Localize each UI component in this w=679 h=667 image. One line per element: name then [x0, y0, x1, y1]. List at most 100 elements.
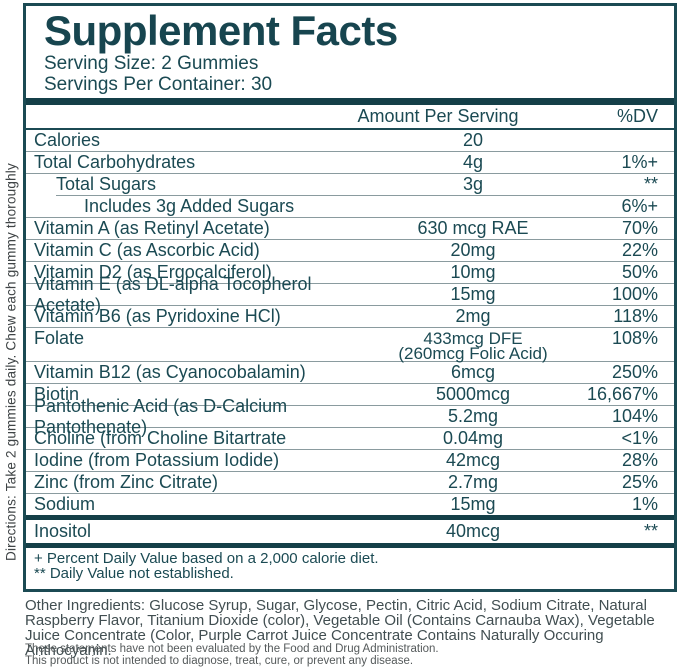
nutrient-amount-line1: 20	[462, 130, 484, 150]
nutrient-amount: 3g	[368, 174, 578, 195]
nutrient-dv: **	[643, 521, 658, 541]
nutrient-name: Vitamin B6 (as Pyridoxine HCl)	[34, 306, 281, 326]
nutrient-name: Includes 3g Added Sugars	[84, 196, 295, 216]
nutrient-amount-line1: 6mcg	[450, 362, 495, 382]
nutrient-dv: 100%	[611, 284, 658, 304]
nutrient-amount: 5000mcg	[368, 384, 578, 405]
column-header-row: Amount Per Serving %DV	[26, 105, 674, 130]
fda-disclaimer-line1: These statements have not been evaluated…	[25, 643, 439, 655]
nutrient-amount-line1: 4g	[462, 152, 484, 172]
nutrient-name: Total Carbohydrates	[34, 152, 196, 172]
table-row: Total Carbohydrates 4g 1%+	[26, 151, 674, 173]
nutrient-dv: 70%	[621, 218, 658, 238]
nutrient-amount: 5.2mg	[368, 406, 578, 427]
nutrient-amount: 433mcg DFE (260mcg Folic Acid)	[368, 329, 578, 363]
table-row: Choline (from Choline Bitartrate 0.04mg <1…	[26, 427, 674, 449]
nutrient-amount: 0.04mg	[368, 428, 578, 449]
nutrient-name: Zinc (from Zinc Citrate)	[34, 472, 219, 492]
dv-column-header: %DV	[616, 106, 658, 126]
table-row: Vitamin B12 (as Cyanocobalamin) 6mcg 250%	[26, 361, 674, 383]
nutrient-name: Vitamin C (as Ascorbic Acid)	[34, 240, 260, 260]
nutrient-dv: 108%	[611, 328, 658, 348]
table-row: Vitamin D2 (as Ergocalciferol) 10mg 50%	[26, 261, 674, 283]
panel-header: Supplement Facts Serving Size: 2 Gummies…	[26, 6, 674, 95]
table-row: Includes 3g Added Sugars 6%+	[26, 195, 674, 217]
nutrient-name: Pantothenic Acid (as D-Calcium Pantothen…	[34, 395, 288, 437]
nutrient-amount: 15mg	[368, 284, 578, 305]
nutrient-amount-line1: 42mcg	[445, 450, 501, 470]
directions-vertical-text: Directions: Take 2 gummies daily. Chew e…	[3, 163, 19, 561]
other-ingredients: Other Ingredients: Glucose Syrup, Sugar,…	[25, 597, 655, 659]
nutrient-name: Folate	[34, 328, 85, 348]
table-row: Iodine (from Potassium Iodide) 42mcg 28%	[26, 449, 674, 471]
serving-size: Serving Size: 2 Gummies	[44, 53, 259, 74]
nutrient-dv: <1%	[621, 428, 658, 448]
nutrient-name: Vitamin B12 (as Cyanocobalamin)	[34, 362, 306, 382]
nutrient-name: Vitamin D2 (as Ergocalciferol)	[34, 262, 272, 282]
nutrient-dv: **	[643, 174, 658, 194]
footnotes: + Percent Daily Value based on a 2,000 c…	[26, 548, 674, 581]
table-row: Biotin 5000mcg 16,667%	[26, 383, 674, 405]
table-row: Sodium 15mg 1%	[26, 493, 674, 515]
nutrient-dv: 104%	[611, 406, 658, 426]
footnote-dv-not-established: ** Daily Value not established.	[34, 565, 234, 582]
nutrient-amount-line1: 20mg	[450, 240, 496, 260]
nutrient-name: Total Sugars	[56, 174, 157, 194]
nutrient-name: Biotin	[34, 384, 80, 404]
nutrient-amount-line2: (260mcg Folic Acid)	[398, 344, 548, 363]
table-row: Vitamin E (as DL-alpha Tocopherol Acetat…	[26, 274, 674, 315]
footnote-percent-dv: + Percent Daily Value based on a 2,000 c…	[34, 550, 379, 567]
nutrient-name: Choline (from Choline Bitartrate	[34, 428, 287, 448]
nutrient-dv: 25%	[621, 472, 658, 492]
servings-per-container: Servings Per Container: 30	[44, 74, 273, 95]
table-row: Vitamin A (as Retinyl Acetate) 630 mcg RA…	[26, 217, 674, 239]
nutrient-amount: 2.7mg	[368, 472, 578, 493]
nutrient-amount-line1: 3g	[462, 174, 484, 194]
panel-title: Supplement Facts	[44, 7, 398, 54]
fda-disclaimer: These statements have not been evaluated…	[25, 643, 439, 667]
nutrient-name: Calories	[34, 130, 101, 150]
nutrient-amount-line1: 10mg	[450, 262, 496, 282]
table-row: Total Sugars 3g **	[26, 173, 674, 195]
thick-divider-below-inositol	[26, 543, 674, 548]
nutrient-amount: 42mcg	[368, 450, 578, 471]
amount-column-header: Amount Per Serving	[357, 106, 519, 126]
table-row-inositol: Inositol 40mcg **	[26, 520, 674, 543]
table-row: Folate 433mcg DFE (260mcg Folic Acid) 108%	[26, 327, 674, 363]
table-row: Vitamin C (as Ascorbic Acid) 20mg 22%	[26, 239, 674, 261]
nutrient-amount: 4g	[368, 152, 578, 173]
nutrient-dv: 22%	[621, 240, 658, 260]
thick-divider-top	[26, 98, 674, 105]
nutrient-dv: 16,667%	[586, 384, 658, 404]
table-row: Calories 20	[26, 130, 674, 151]
nutrient-dv: 1%+	[621, 152, 658, 172]
nutrient-name: Iodine (from Potassium Iodide)	[34, 450, 280, 470]
nutrient-amount-line1: 2mg	[455, 306, 491, 326]
nutrient-amount-line1: 5.2mg	[447, 406, 499, 426]
nutrient-dv: 28%	[621, 450, 658, 470]
table-row: Zinc (from Zinc Citrate) 2.7mg 25%	[26, 471, 674, 493]
facts-panel: Supplement Facts Serving Size: 2 Gummies…	[23, 3, 677, 592]
nutrient-amount: 20	[368, 130, 578, 151]
nutrient-rows: Calories 20 Total Carbohydrates 4g 1%+ Total …	[26, 130, 674, 515]
nutrient-dv: 1%	[631, 494, 658, 514]
nutrient-amount: 2mg	[368, 306, 578, 327]
nutrient-dv: 250%	[611, 362, 658, 382]
nutrient-amount: 20mg	[368, 240, 578, 261]
nutrient-amount: 630 mcg RAE	[368, 218, 578, 239]
nutrient-dv: 6%+	[621, 196, 658, 216]
nutrient-dv: 50%	[621, 262, 658, 282]
nutrient-amount-line1: 2.7mg	[447, 472, 499, 492]
nutrient-amount-line1: 15mg	[450, 494, 496, 514]
nutrient-name: Vitamin E (as DL-alpha Tocopherol Acetat…	[34, 273, 312, 315]
nutrient-amount: 40mcg	[445, 521, 501, 541]
nutrient-amount-line1: 630 mcg RAE	[417, 218, 529, 238]
nutrient-amount: 6mcg	[368, 362, 578, 383]
nutrient-amount-line1: 5000mcg	[435, 384, 511, 404]
nutrient-amount-line1: 15mg	[450, 284, 496, 304]
nutrient-name: Vitamin A (as Retinyl Acetate)	[34, 218, 270, 238]
nutrient-amount-line1: 0.04mg	[442, 428, 504, 448]
fda-disclaimer-line2: This product is not intended to diagnose…	[25, 654, 414, 667]
table-row: Vitamin B6 (as Pyridoxine HCl) 2mg 118%	[26, 305, 674, 327]
